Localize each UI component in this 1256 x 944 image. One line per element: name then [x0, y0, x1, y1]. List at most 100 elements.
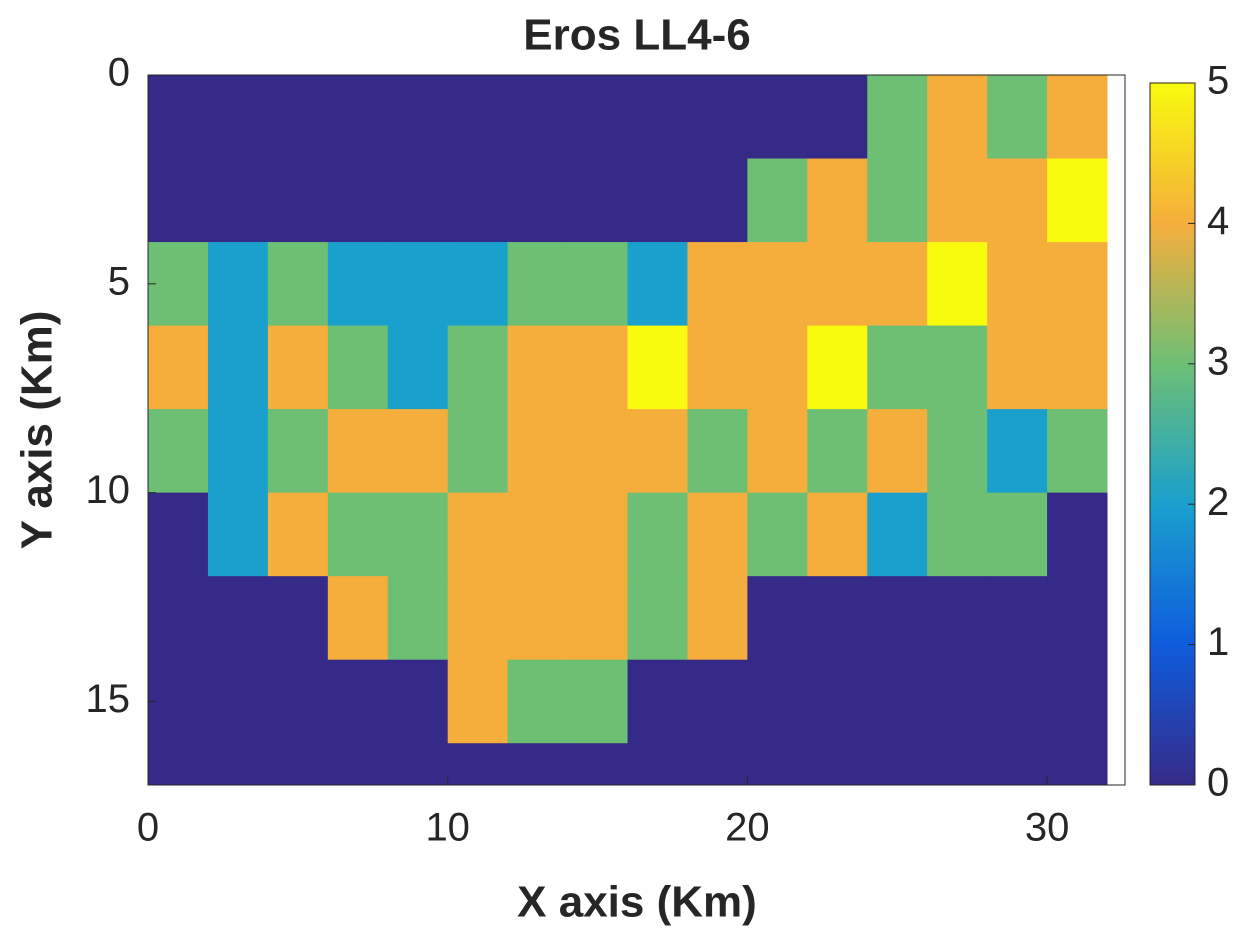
heat-cell [267, 659, 329, 744]
colorbar-tick-label: 5 [1207, 59, 1229, 103]
heat-cell [148, 409, 209, 494]
heat-cell [927, 576, 988, 661]
heat-cell [148, 242, 209, 327]
heat-cell [1047, 75, 1108, 160]
heat-cell [1047, 158, 1108, 243]
heat-cell [148, 576, 209, 661]
heat-cell [207, 492, 269, 577]
heat-cell [1047, 576, 1108, 661]
heat-cell [747, 492, 808, 577]
heat-cell [148, 659, 209, 744]
heat-cell [567, 492, 629, 577]
heat-cell [627, 75, 688, 160]
heat-cell [327, 659, 389, 744]
heat-cell [747, 75, 808, 160]
heat-cell [447, 325, 509, 410]
heat-cell [1047, 325, 1108, 410]
heat-cell [687, 325, 748, 410]
heat-cell [627, 325, 688, 410]
heat-cell [687, 409, 748, 494]
heat-cell [987, 492, 1048, 577]
heat-cell [507, 325, 569, 410]
heat-cell [747, 576, 808, 661]
heat-cell [267, 576, 329, 661]
heat-cell [327, 409, 389, 494]
heat-cell [807, 158, 868, 243]
y-tick-label: 10 [86, 468, 131, 512]
heat-cell [927, 492, 988, 577]
heat-cell [627, 492, 688, 577]
heat-cell [867, 242, 928, 327]
heat-cell [687, 75, 748, 160]
heat-cell [567, 325, 629, 410]
heat-cell [927, 325, 988, 410]
heat-cell [927, 75, 988, 160]
heat-cell [567, 659, 629, 744]
heat-cell [327, 576, 389, 661]
heat-cell [507, 409, 569, 494]
heat-cell [267, 743, 329, 785]
heat-cell [567, 75, 629, 160]
heat-cell [447, 409, 509, 494]
heatmap [148, 75, 1108, 785]
heat-cell [867, 409, 928, 494]
heat-cell [447, 743, 509, 785]
heat-cell [387, 75, 449, 160]
heat-cell [148, 743, 209, 785]
colorbar-tick-label: 1 [1207, 620, 1229, 664]
heat-cell [867, 743, 928, 785]
heat-cell [148, 325, 209, 410]
heat-cell [207, 158, 269, 243]
heat-cell [807, 242, 868, 327]
heat-cell [867, 158, 928, 243]
heat-cell [627, 242, 688, 327]
y-tick-label: 5 [108, 259, 130, 303]
heat-cell [447, 158, 509, 243]
heat-cell [387, 158, 449, 243]
heat-cell [987, 409, 1048, 494]
heat-cell [987, 325, 1048, 410]
heat-cell [987, 743, 1048, 785]
heat-cell [387, 576, 449, 661]
colorbar-tick-label: 4 [1207, 199, 1229, 243]
heat-cell [867, 75, 928, 160]
y-axis-label: Y axis (Km) [13, 311, 62, 550]
heat-cell [267, 242, 329, 327]
heat-cell [867, 576, 928, 661]
heat-cell [687, 242, 748, 327]
heat-cell [507, 75, 569, 160]
x-tick-label: 0 [137, 806, 159, 850]
heat-cell [747, 325, 808, 410]
heat-cell [387, 743, 449, 785]
heat-cell [627, 659, 688, 744]
heat-cell [687, 659, 748, 744]
heat-cell [747, 743, 808, 785]
heat-cell [207, 743, 269, 785]
heat-cell [747, 659, 808, 744]
heat-cell [327, 158, 389, 243]
heat-cell [148, 158, 209, 243]
heat-cell [447, 75, 509, 160]
heat-cell [507, 659, 569, 744]
heat-cell [207, 325, 269, 410]
heat-cell [807, 409, 868, 494]
heat-cell [327, 492, 389, 577]
heat-cell [687, 576, 748, 661]
x-tick-label: 30 [1025, 806, 1070, 850]
heat-cell [807, 659, 868, 744]
heat-cell [807, 492, 868, 577]
heat-cell [987, 242, 1048, 327]
heat-cell [447, 492, 509, 577]
heat-cell [1047, 743, 1108, 785]
heat-cell [387, 409, 449, 494]
heat-cell [447, 242, 509, 327]
heat-cell [207, 409, 269, 494]
heat-cell [267, 409, 329, 494]
heat-cell [627, 743, 688, 785]
heat-cell [627, 409, 688, 494]
heat-cell [927, 743, 988, 785]
heat-cell [867, 325, 928, 410]
heat-cell [927, 158, 988, 243]
heat-cell [507, 158, 569, 243]
heat-cell [207, 242, 269, 327]
